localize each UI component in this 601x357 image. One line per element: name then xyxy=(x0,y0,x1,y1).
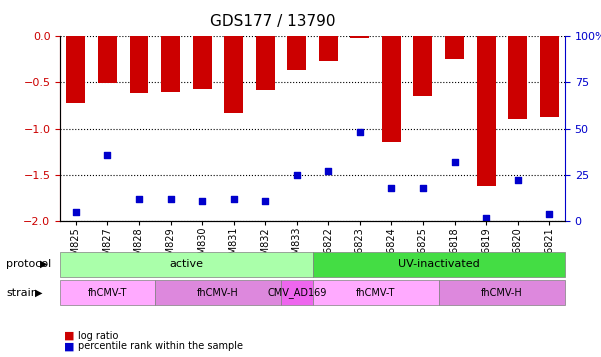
Point xyxy=(418,185,428,191)
Text: GDS177 / 13790: GDS177 / 13790 xyxy=(210,14,336,29)
Text: fhCMV-H: fhCMV-H xyxy=(197,288,239,298)
Point xyxy=(292,172,302,178)
Bar xyxy=(256,36,275,90)
Text: percentile rank within the sample: percentile rank within the sample xyxy=(78,341,243,351)
Text: active: active xyxy=(169,259,203,269)
Text: strain: strain xyxy=(6,288,38,298)
Text: CMV_AD169: CMV_AD169 xyxy=(267,287,326,298)
Point xyxy=(545,211,554,217)
Text: fhCMV-T: fhCMV-T xyxy=(356,288,395,298)
Text: ■: ■ xyxy=(64,341,75,351)
Point xyxy=(450,159,459,165)
Bar xyxy=(445,36,464,59)
Point xyxy=(260,198,270,204)
Bar xyxy=(319,36,338,61)
Text: protocol: protocol xyxy=(6,259,51,269)
Point xyxy=(481,215,491,221)
Text: ▶: ▶ xyxy=(40,259,47,269)
Bar xyxy=(540,36,558,117)
Text: UV-inactivated: UV-inactivated xyxy=(398,259,480,269)
Bar xyxy=(98,36,117,83)
Point xyxy=(229,196,239,202)
Bar xyxy=(350,36,369,39)
Text: fhCMV-T: fhCMV-T xyxy=(88,288,127,298)
Bar xyxy=(287,36,306,70)
Bar xyxy=(477,36,495,186)
Point xyxy=(513,178,522,183)
Bar xyxy=(508,36,527,119)
Bar xyxy=(413,36,432,96)
Bar xyxy=(224,36,243,113)
Point xyxy=(386,185,396,191)
Point xyxy=(355,129,365,135)
Text: ■: ■ xyxy=(64,331,75,341)
Bar xyxy=(192,36,212,89)
Point xyxy=(166,196,175,202)
Bar xyxy=(66,36,85,102)
Text: ▶: ▶ xyxy=(35,288,43,298)
Text: fhCMV-H: fhCMV-H xyxy=(481,288,523,298)
Point xyxy=(323,169,333,174)
Bar xyxy=(382,36,401,142)
Bar xyxy=(129,36,148,93)
Point xyxy=(71,209,81,215)
Point xyxy=(103,152,112,157)
Bar xyxy=(161,36,180,92)
Text: log ratio: log ratio xyxy=(78,331,118,341)
Point xyxy=(134,196,144,202)
Point xyxy=(197,198,207,204)
